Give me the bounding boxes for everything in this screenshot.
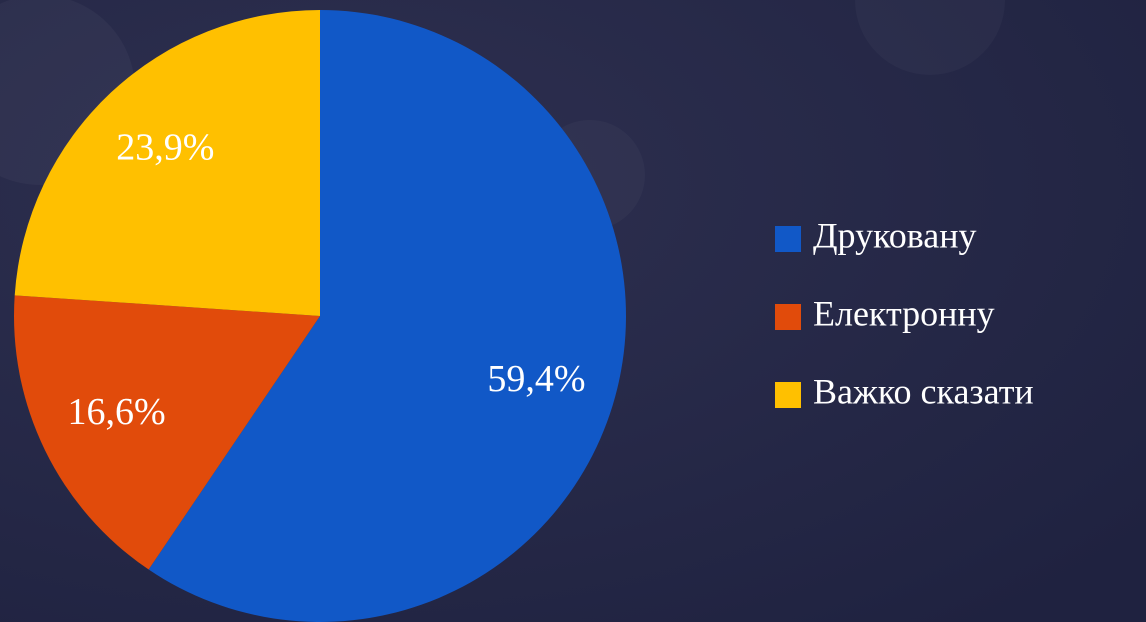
legend-swatch — [775, 226, 801, 252]
legend-swatch — [775, 304, 801, 330]
legend-swatch — [775, 382, 801, 408]
data-label: 59,4% — [487, 358, 585, 400]
legend-label: Друковану — [813, 215, 977, 255]
pie-slice — [14, 295, 321, 570]
legend-label: Електронну — [813, 293, 995, 333]
pie-slice — [148, 10, 627, 622]
data-label: 23,9% — [116, 126, 214, 168]
legend-label: Важко сказати — [813, 371, 1034, 411]
data-label: 16,6% — [67, 391, 165, 433]
pie-slice — [14, 10, 320, 316]
